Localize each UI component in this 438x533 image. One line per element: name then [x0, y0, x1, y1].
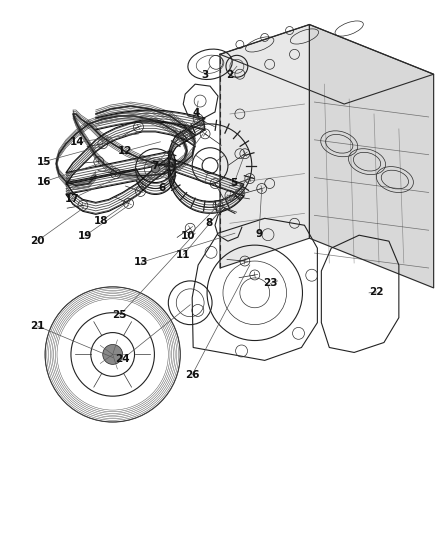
- Text: 16: 16: [37, 177, 51, 187]
- Text: 20: 20: [30, 236, 44, 246]
- Polygon shape: [309, 25, 434, 288]
- Text: 7: 7: [151, 161, 158, 171]
- Text: 8: 8: [206, 218, 213, 228]
- Text: 22: 22: [369, 287, 384, 297]
- Text: 24: 24: [115, 354, 130, 364]
- Text: 17: 17: [64, 193, 79, 204]
- Text: 2: 2: [226, 70, 233, 80]
- Text: 12: 12: [118, 146, 133, 156]
- Circle shape: [152, 165, 159, 173]
- Text: 18: 18: [93, 216, 108, 227]
- Polygon shape: [220, 25, 309, 268]
- Text: 10: 10: [181, 231, 196, 241]
- Text: 15: 15: [37, 157, 51, 167]
- Text: 5: 5: [231, 178, 238, 188]
- Text: 13: 13: [134, 257, 149, 267]
- Text: 3: 3: [201, 70, 208, 80]
- Text: 21: 21: [30, 321, 44, 331]
- Text: 6: 6: [159, 183, 166, 193]
- Circle shape: [103, 344, 123, 365]
- Text: 4: 4: [193, 108, 200, 118]
- Text: 11: 11: [176, 250, 191, 260]
- Text: 14: 14: [70, 137, 85, 147]
- Text: 19: 19: [78, 231, 92, 241]
- Polygon shape: [220, 25, 434, 104]
- Text: 25: 25: [113, 310, 127, 320]
- Text: 26: 26: [185, 370, 199, 380]
- Text: 9: 9: [255, 229, 263, 239]
- Text: 23: 23: [263, 278, 278, 288]
